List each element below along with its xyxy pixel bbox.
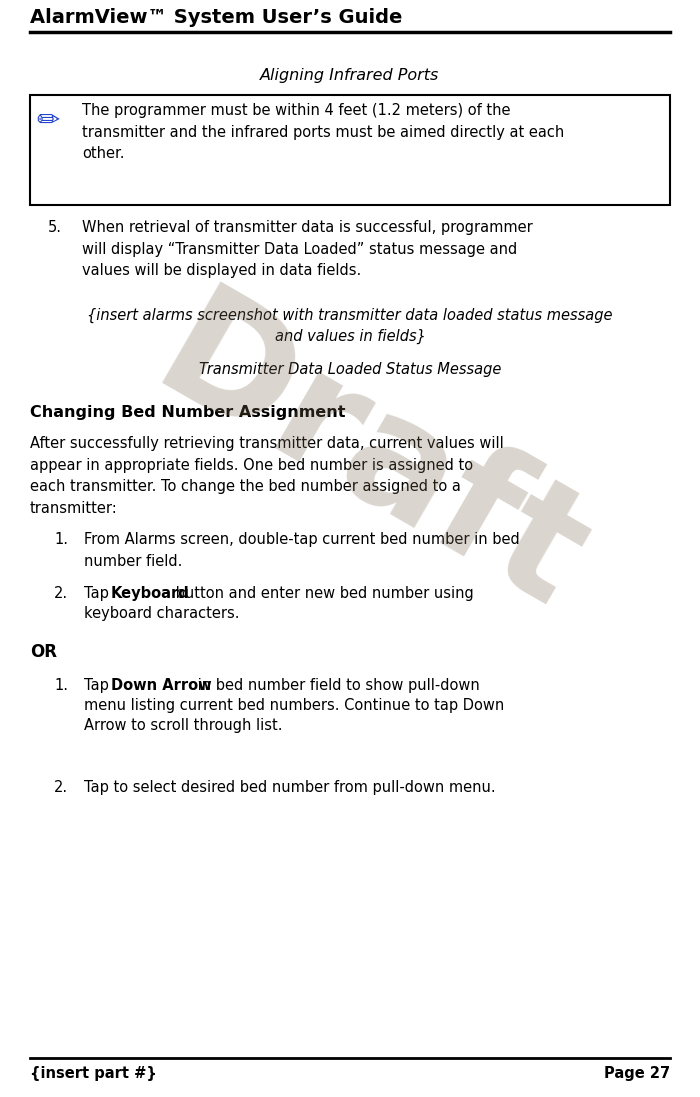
Text: Page 27: Page 27 [604,1066,670,1081]
Text: Changing Bed Number Assignment: Changing Bed Number Assignment [30,405,346,420]
Text: button and enter new bed number using: button and enter new bed number using [171,586,474,601]
Text: When retrieval of transmitter data is successful, programmer
will display “Trans: When retrieval of transmitter data is su… [82,220,533,279]
Text: Tap: Tap [84,678,113,693]
Text: From Alarms screen, double-tap current bed number in bed
number field.: From Alarms screen, double-tap current b… [84,532,519,568]
Text: menu listing current bed numbers. Continue to tap Down: menu listing current bed numbers. Contin… [84,698,504,713]
Text: Arrow to scroll through list.: Arrow to scroll through list. [84,719,283,733]
Text: 5.: 5. [48,220,62,235]
Text: 2.: 2. [54,586,68,601]
Text: Keyboard: Keyboard [111,586,190,601]
Text: After successfully retrieving transmitter data, current values will
appear in ap: After successfully retrieving transmitte… [30,436,504,516]
Text: 2.: 2. [54,780,68,795]
Text: Aligning Infrared Ports: Aligning Infrared Ports [260,68,440,83]
Text: Transmitter Data Loaded Status Message: Transmitter Data Loaded Status Message [199,362,501,377]
Text: keyboard characters.: keyboard characters. [84,606,239,621]
Text: 1.: 1. [54,678,68,693]
Text: The programmer must be within 4 feet (1.2 meters) of the
transmitter and the inf: The programmer must be within 4 feet (1.… [82,103,564,161]
Text: 1.: 1. [54,532,68,547]
Text: Draft: Draft [130,276,610,643]
Text: in bed number field to show pull-down: in bed number field to show pull-down [193,678,480,693]
Text: AlarmView™ System User’s Guide: AlarmView™ System User’s Guide [30,8,402,27]
Text: ✏: ✏ [36,108,60,135]
Text: Tap to select desired bed number from pull-down menu.: Tap to select desired bed number from pu… [84,780,496,795]
Text: Tap: Tap [84,586,113,601]
Text: {insert part #}: {insert part #} [30,1066,157,1081]
FancyBboxPatch shape [30,95,670,205]
Text: {insert alarms screenshot with transmitter data loaded status message
and values: {insert alarms screenshot with transmitt… [88,308,612,344]
Text: Down Arrow: Down Arrow [111,678,211,693]
Text: OR: OR [30,643,57,661]
